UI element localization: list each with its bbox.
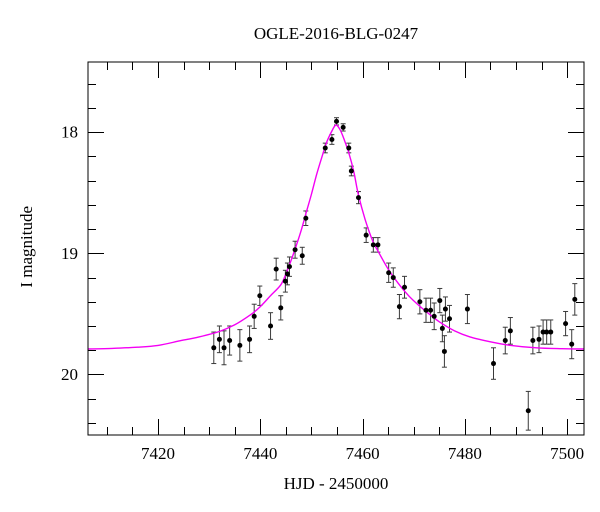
x-axis-label: HJD - 2450000 <box>283 474 389 493</box>
data-point <box>282 278 288 284</box>
data-point <box>216 336 222 342</box>
y-tick-label: 20 <box>61 365 78 384</box>
data-point <box>348 168 354 174</box>
data-point <box>284 271 290 277</box>
chart-title: OGLE-2016-BLG-0247 <box>253 24 419 43</box>
data-point <box>257 293 263 299</box>
data-point <box>322 145 328 151</box>
data-point <box>227 338 233 344</box>
data-point <box>502 338 508 344</box>
data-point <box>237 342 243 348</box>
data-point <box>334 118 340 124</box>
data-point <box>251 313 257 319</box>
data-point <box>303 215 309 221</box>
data-point <box>447 316 453 322</box>
data-point <box>572 296 578 302</box>
plot-frame <box>87 61 585 436</box>
x-tick-label: 7420 <box>141 444 175 463</box>
data-point <box>464 306 470 312</box>
data-point <box>211 345 217 351</box>
data-point <box>396 304 402 310</box>
data-point <box>221 345 227 351</box>
data-point <box>363 232 369 238</box>
data-point <box>278 305 284 311</box>
data-point <box>548 329 554 335</box>
data-point <box>569 341 575 347</box>
data-point <box>437 298 443 304</box>
x-tick-label: 7500 <box>550 444 584 463</box>
data-point <box>299 253 305 259</box>
data-point <box>507 328 513 334</box>
data-point <box>536 336 542 342</box>
data-point <box>490 361 496 367</box>
data-point <box>544 329 550 335</box>
data-point <box>431 313 437 319</box>
y-tick-label: 19 <box>61 244 78 263</box>
data-point <box>286 264 292 270</box>
data-point <box>402 284 408 290</box>
data-point <box>247 336 253 342</box>
data-point <box>273 266 279 272</box>
data-point <box>442 306 448 312</box>
data-point <box>439 325 445 331</box>
model-curve <box>87 124 585 350</box>
data-point <box>423 307 429 313</box>
data-point <box>441 348 447 354</box>
y-tick-label: 18 <box>61 123 78 142</box>
x-tick-label: 7440 <box>243 444 277 463</box>
x-tick-label: 7480 <box>448 444 482 463</box>
data-point <box>346 145 352 151</box>
data-point <box>390 275 396 281</box>
data-point <box>525 408 531 414</box>
data-point <box>375 242 381 248</box>
data-point <box>340 124 346 130</box>
data-point <box>386 270 392 276</box>
data-point <box>540 329 546 335</box>
data-point <box>329 137 335 143</box>
data-point <box>268 323 274 329</box>
data-point <box>417 299 423 305</box>
data-point <box>355 195 361 201</box>
x-tick-label: 7460 <box>346 444 380 463</box>
data-point <box>292 247 298 253</box>
data-point <box>370 242 376 248</box>
y-axis-label: I magnitude <box>17 205 36 288</box>
data-point <box>428 307 434 313</box>
data-point <box>530 338 536 344</box>
data-point <box>563 321 569 327</box>
